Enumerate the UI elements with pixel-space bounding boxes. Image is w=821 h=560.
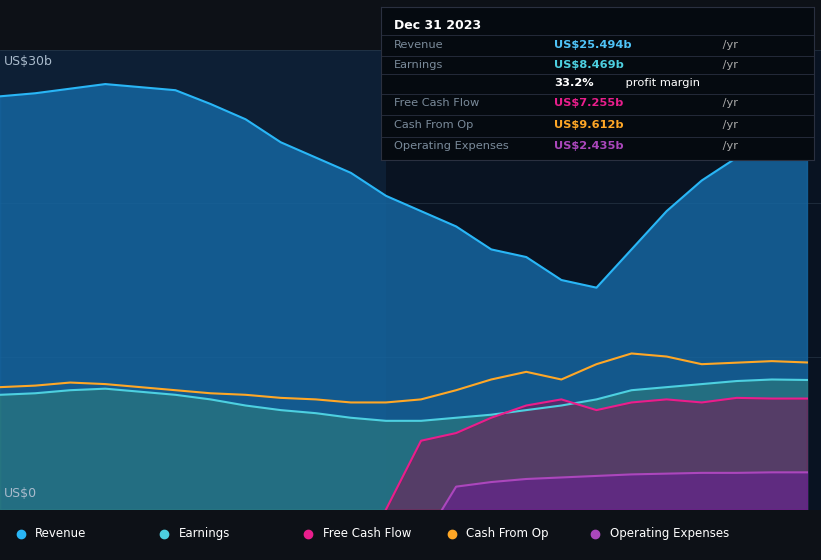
Text: 33.2%: 33.2% (554, 78, 594, 88)
Text: Dec 31 2023: Dec 31 2023 (394, 20, 481, 32)
Text: US$8.469b: US$8.469b (554, 60, 624, 70)
Text: /yr: /yr (719, 60, 738, 70)
Text: US$30b: US$30b (4, 55, 53, 68)
Bar (386, 50, 821, 510)
Text: US$0: US$0 (4, 487, 37, 501)
Text: US$2.435b: US$2.435b (554, 141, 624, 151)
Text: Cash From Op: Cash From Op (394, 120, 474, 129)
Text: Cash From Op: Cash From Op (466, 528, 548, 540)
Text: /yr: /yr (719, 40, 738, 50)
Text: Operating Expenses: Operating Expenses (394, 141, 509, 151)
Text: Earnings: Earnings (394, 60, 443, 70)
Text: US$25.494b: US$25.494b (554, 40, 632, 50)
Text: /yr: /yr (719, 98, 738, 108)
Text: Earnings: Earnings (179, 528, 231, 540)
Text: /yr: /yr (719, 141, 738, 151)
Text: US$9.612b: US$9.612b (554, 120, 624, 129)
Text: Revenue: Revenue (35, 528, 87, 540)
Text: Free Cash Flow: Free Cash Flow (323, 528, 411, 540)
Text: Operating Expenses: Operating Expenses (610, 528, 729, 540)
Text: /yr: /yr (719, 120, 738, 129)
Text: Revenue: Revenue (394, 40, 443, 50)
Text: Free Cash Flow: Free Cash Flow (394, 98, 479, 108)
Text: US$7.255b: US$7.255b (554, 98, 624, 108)
Text: profit margin: profit margin (621, 78, 699, 88)
